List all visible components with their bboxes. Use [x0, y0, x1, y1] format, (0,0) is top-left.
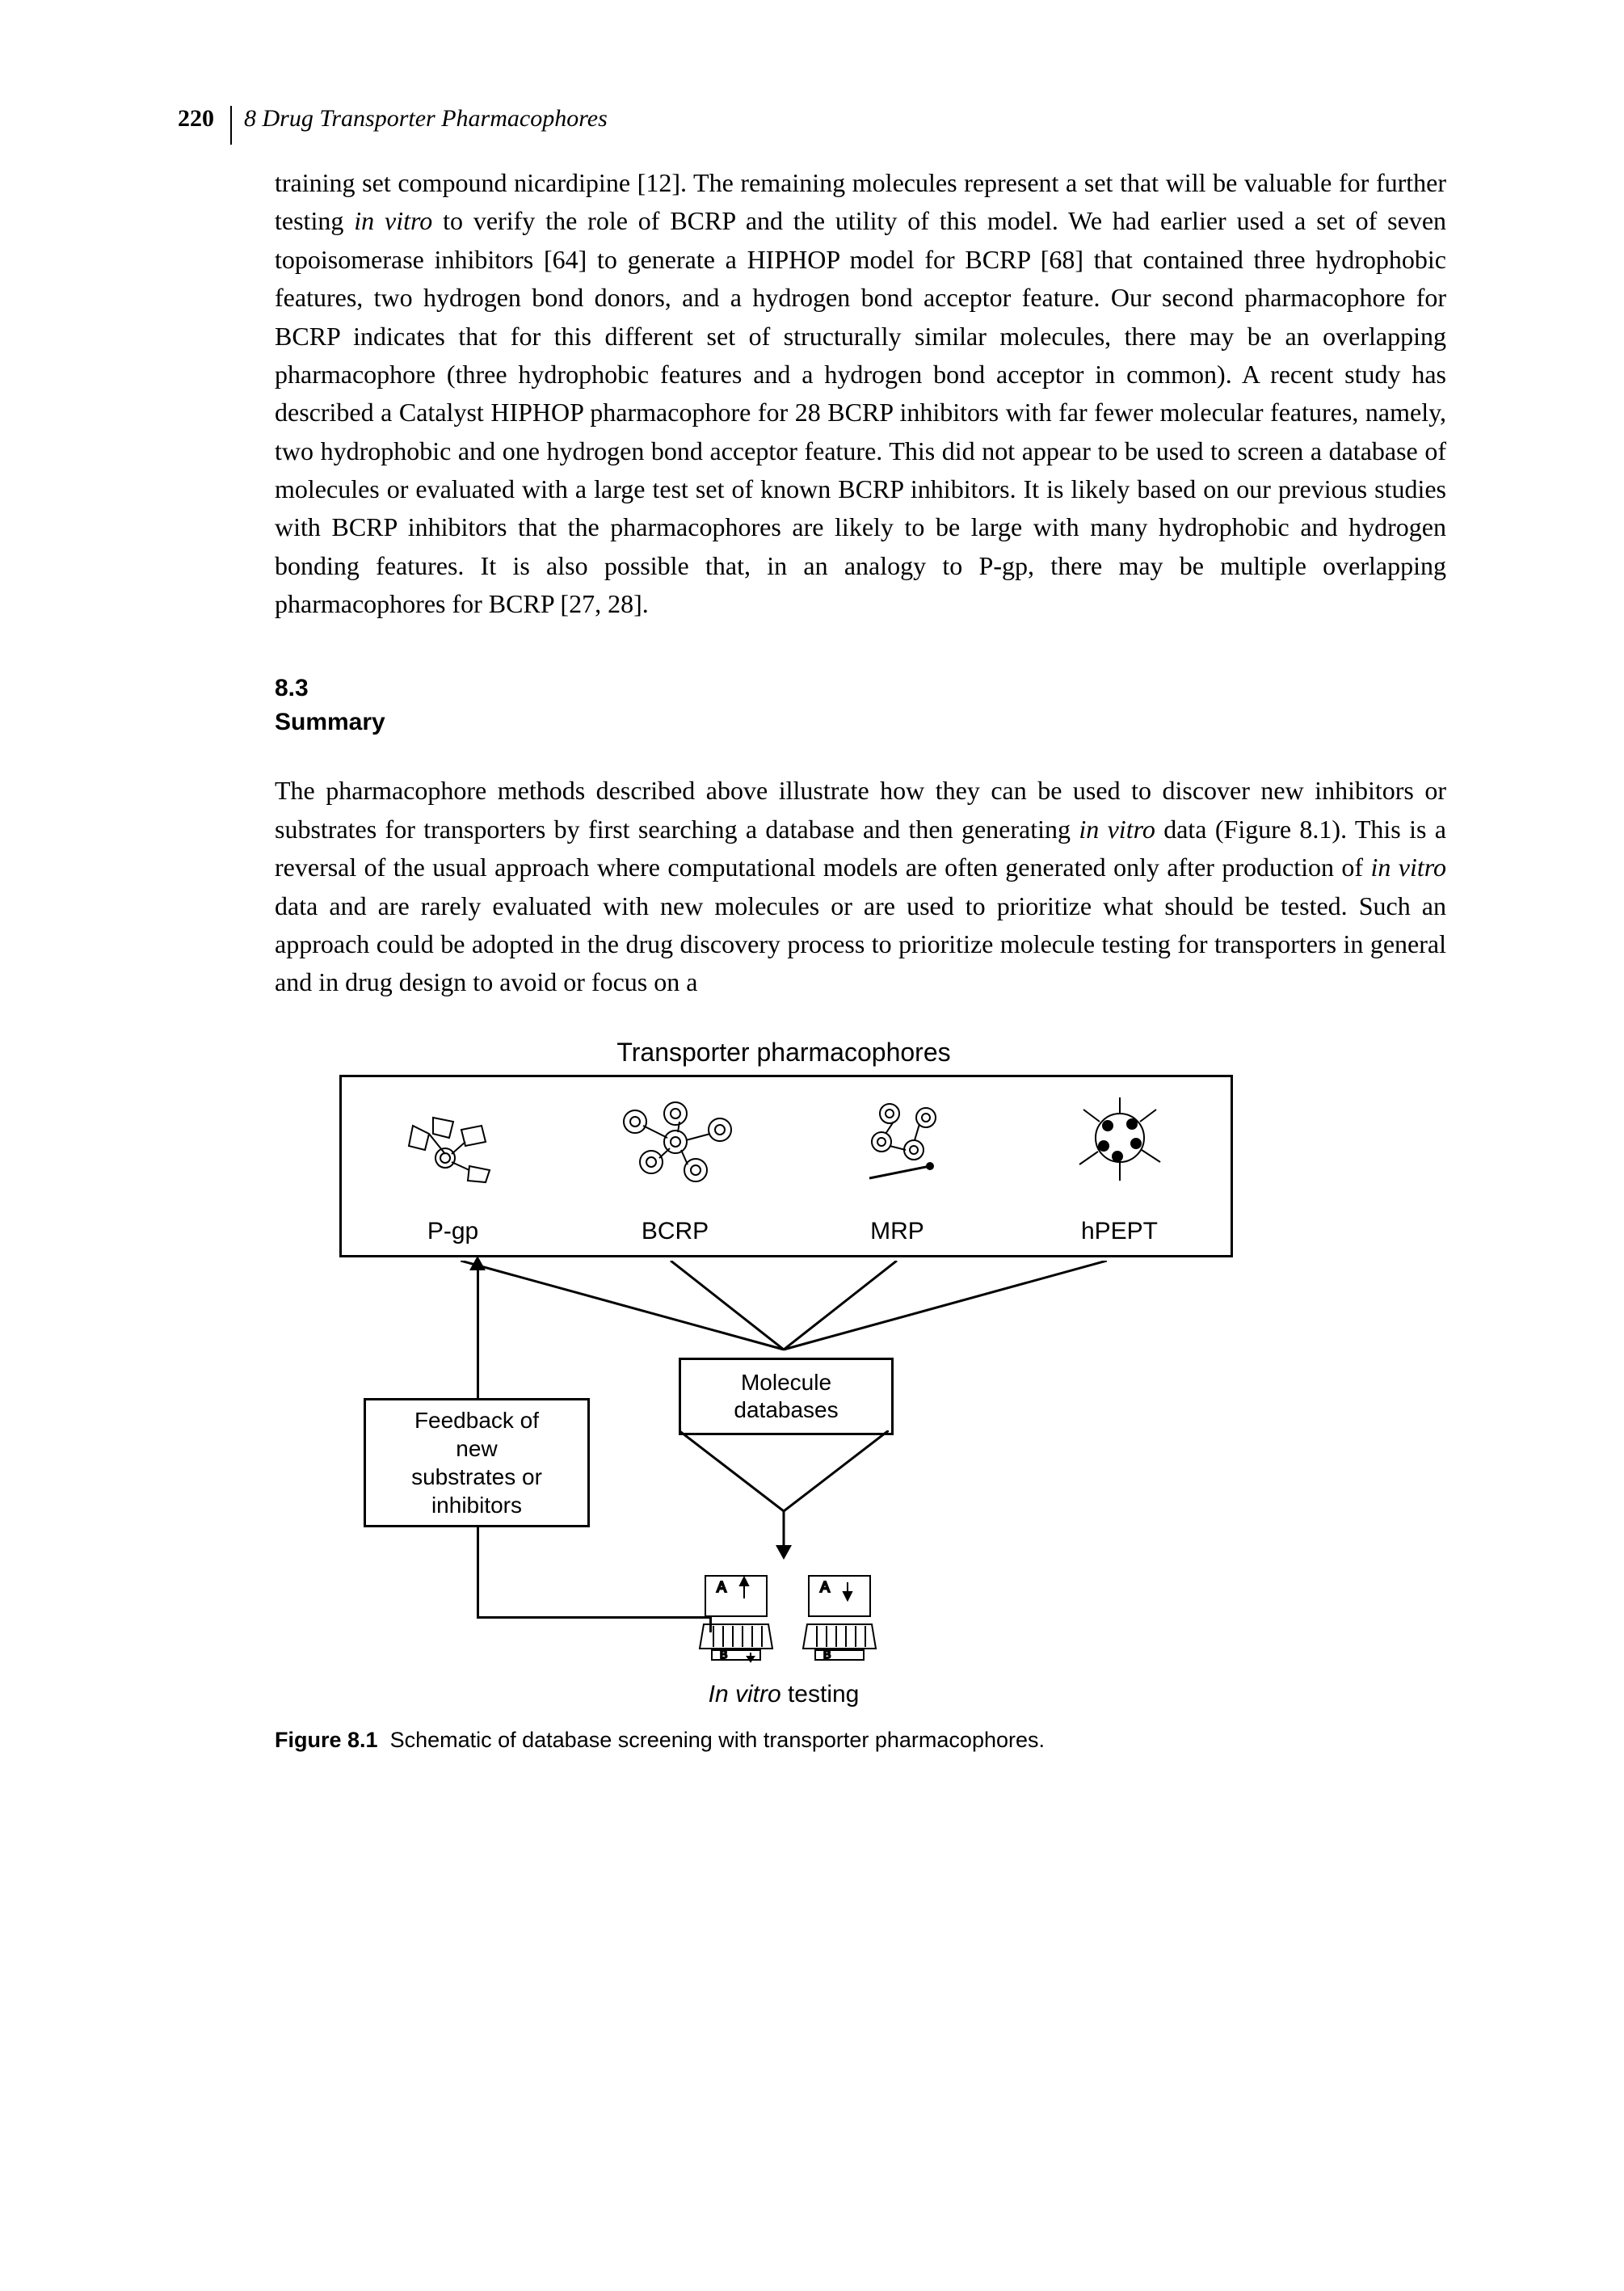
- chapter-title: 8 Drug Transporter Pharmacophores: [244, 105, 608, 132]
- figure-caption: Figure 8.1 Schematic of database screeni…: [275, 1728, 1446, 1753]
- feedback-arrow-h: [478, 1616, 711, 1619]
- mrp-pharmacophore-icon: [786, 1077, 1008, 1215]
- molecule-databases-box: Moleculedatabases: [679, 1358, 894, 1435]
- figure-caption-text: Schematic of database screening with tra…: [390, 1728, 1045, 1752]
- funnel-bottom-icon: [679, 1430, 889, 1560]
- pgp-label: P-gp: [427, 1218, 478, 1245]
- funnel-top-icon: [461, 1261, 1107, 1358]
- section-number: 8.3: [275, 672, 1446, 705]
- running-header: 220 8 Drug Transporter Pharmacophores: [178, 105, 1446, 135]
- page: 220 8 Drug Transporter Pharmacophores tr…: [0, 0, 1624, 2291]
- body-paragraph-1: training set compound nicardipine [12]. …: [275, 164, 1446, 623]
- pgp-pharmacophore-icon: [342, 1077, 564, 1215]
- svg-text:A: A: [717, 1579, 726, 1595]
- bcrp-label: BCRP: [642, 1218, 709, 1245]
- feedback-label: Feedback ofnewsubstrates orinhibitors: [411, 1406, 542, 1519]
- invitro-testing-label: In vitro testing: [339, 1681, 1228, 1708]
- bcrp-pharmacophore-icon: [564, 1077, 786, 1215]
- feedback-arrow-v1: [477, 1527, 479, 1619]
- section-heading: 8.3 Summary: [275, 672, 1446, 739]
- hpept-pharmacophore-icon: [1008, 1077, 1231, 1215]
- well-plate-icon: A B: [799, 1568, 880, 1673]
- figure-title: Transporter pharmacophores: [339, 1038, 1228, 1068]
- feedback-box: Feedback ofnewsubstrates orinhibitors: [364, 1398, 590, 1527]
- section-title: Summary: [275, 705, 1446, 739]
- molecule-databases-label: Moleculedatabases: [734, 1369, 838, 1423]
- svg-text:B: B: [720, 1648, 727, 1661]
- feedback-arrowhead-icon: [469, 1256, 486, 1270]
- figure-caption-label: Figure 8.1: [275, 1728, 378, 1752]
- svg-text:A: A: [820, 1579, 830, 1595]
- transporter-box: P-gp: [339, 1075, 1233, 1257]
- header-divider: [230, 106, 232, 145]
- hpept-label: hPEPT: [1081, 1218, 1158, 1245]
- svg-text:B: B: [823, 1648, 831, 1661]
- invitro-plates: A B: [687, 1568, 889, 1673]
- body-paragraph-2: The pharmacophore methods described abov…: [275, 772, 1446, 1001]
- well-plate-icon: A B: [696, 1568, 776, 1673]
- feedback-arrow-v2: [477, 1269, 479, 1398]
- page-number: 220: [178, 105, 214, 132]
- figure-8-1: Transporter pharmacophores: [275, 1034, 1293, 1713]
- mrp-label: MRP: [870, 1218, 924, 1245]
